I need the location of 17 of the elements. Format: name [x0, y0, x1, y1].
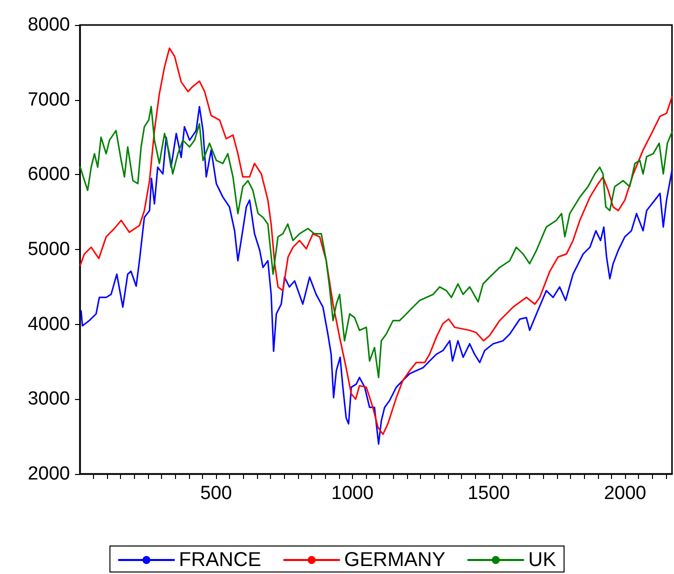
y-tick-label: 6000	[28, 164, 70, 186]
x-tick-label: 1000	[331, 483, 374, 504]
line-series	[80, 106, 673, 445]
legend-label: UK	[528, 549, 557, 571]
y-tick-label: 8000	[28, 14, 70, 36]
legend-label: GERMANY	[344, 549, 446, 571]
y-tick-label: 4000	[28, 314, 70, 335]
line-series	[80, 106, 673, 378]
x-tick-label: 500	[200, 483, 232, 504]
y-tick-label: 2000	[28, 464, 70, 484]
x-tick-label: 1500	[468, 483, 510, 504]
line-series	[80, 47, 673, 436]
y-tick-label: 7000	[28, 89, 70, 110]
y-tick-label: 5000	[28, 239, 70, 260]
y-tick-label: 3000	[28, 388, 70, 410]
legend-label: FRANCE	[178, 549, 262, 571]
x-tick-label: 2000	[604, 483, 646, 504]
